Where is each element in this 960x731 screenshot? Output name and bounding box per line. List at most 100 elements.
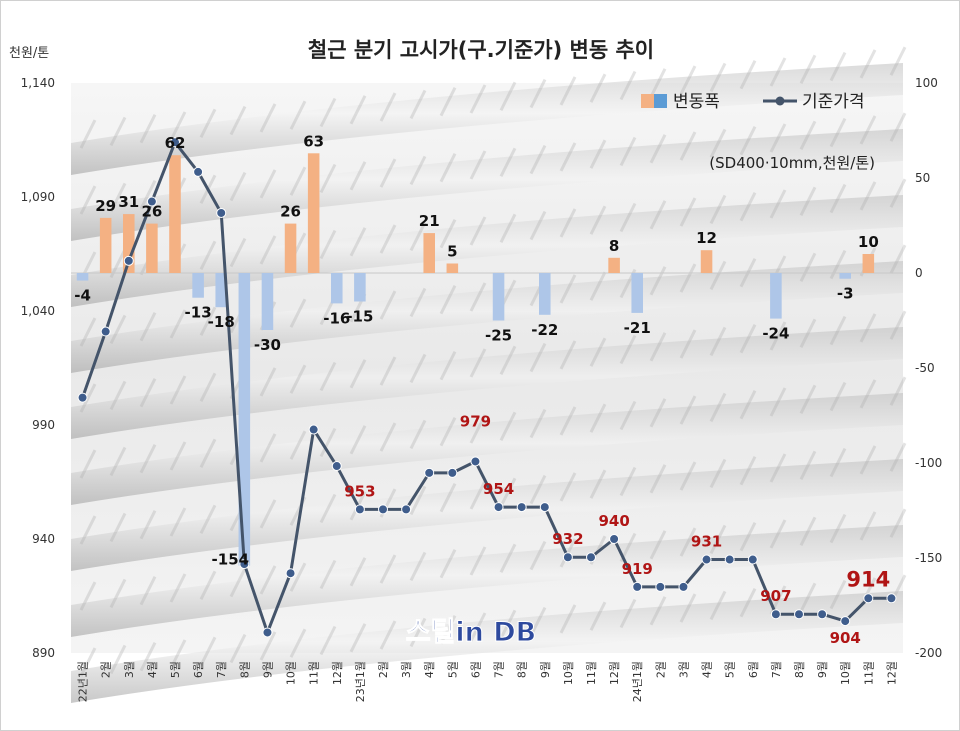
price-point <box>100 326 111 337</box>
line-data-label: 907 <box>760 587 791 605</box>
bar-data-label: 5 <box>447 243 457 261</box>
x-tick-label: 5월 <box>169 661 182 678</box>
bar-data-label: -16 <box>323 309 350 327</box>
rebar-rib <box>769 189 787 219</box>
x-tick-label: 9월 <box>816 661 829 678</box>
rebar-background-image <box>71 46 907 703</box>
rebar-rib <box>829 513 847 544</box>
x-tick-label: 5월 <box>446 661 459 678</box>
price-point <box>216 207 227 218</box>
rebar-rib <box>409 551 427 582</box>
left-tick-label: 1,040 <box>21 304 55 318</box>
rebar-rib <box>769 453 787 483</box>
rebar-rib <box>469 348 487 378</box>
rebar-rib <box>529 540 547 571</box>
rebar-rib <box>709 326 727 357</box>
price-point <box>239 559 250 570</box>
rebar-rib <box>589 73 607 103</box>
rebar-rib <box>589 403 607 433</box>
x-tick-label: 6월 <box>747 661 760 678</box>
price-point <box>447 467 458 478</box>
rebar-rib <box>769 123 787 153</box>
bar <box>631 273 643 313</box>
x-tick-label: 4월 <box>423 661 436 678</box>
x-tick-label: 7월 <box>215 661 228 678</box>
rebar-rib <box>229 633 247 664</box>
rebar-rib <box>619 400 637 431</box>
rebar-rib <box>439 417 457 447</box>
rebar-rib <box>889 244 907 274</box>
rebar-rib <box>829 249 847 280</box>
rebar-rib <box>769 387 787 417</box>
rebar-rib <box>109 314 127 345</box>
rebar-rib <box>799 186 817 216</box>
rebar-rib <box>739 324 757 354</box>
rebar-rib <box>169 507 187 537</box>
rebar-stripe <box>71 129 903 241</box>
rebar-rib <box>469 282 487 312</box>
line-data-label: 979 <box>460 412 491 430</box>
rebar-rib <box>709 128 727 159</box>
bar <box>169 155 181 273</box>
price-point <box>539 502 550 513</box>
legend-label-change: 변동폭 <box>673 92 720 112</box>
rebar-rib <box>409 419 427 450</box>
x-tick-label: 6월 <box>469 661 482 678</box>
rebar-rib <box>499 609 517 639</box>
rebar-rib <box>649 398 667 428</box>
rebar-rib <box>439 285 457 315</box>
bar <box>539 273 551 315</box>
rebar-rib <box>619 598 637 629</box>
rebar-rib <box>199 240 217 270</box>
rebar-rib <box>739 126 757 156</box>
rebar-rib <box>589 469 607 499</box>
rebar-rib <box>589 601 607 631</box>
rebar-rib <box>889 376 907 406</box>
x-axis: 22년1월 2월 3월 4월 5월 6월 7월 8월 9월 10월 11월 12월 23년1월 2월 3월 4… <box>77 661 899 702</box>
rebar-rib <box>529 606 547 637</box>
rebar-rib <box>79 647 97 677</box>
rebar-rib <box>439 153 457 183</box>
rebar-stripe <box>71 393 903 505</box>
bar <box>284 223 297 273</box>
bar-data-label: -21 <box>624 319 651 337</box>
rebar-rib <box>529 474 547 505</box>
bar <box>215 273 227 308</box>
price-point <box>146 196 157 207</box>
x-tick-label: 23년1월 <box>354 661 367 702</box>
rebar-rib <box>739 588 757 618</box>
x-tick-label: 8월 <box>238 661 251 678</box>
rebar-rib <box>829 117 847 148</box>
x-tick-label: 4월 <box>146 661 159 678</box>
rebar-rib <box>379 290 397 320</box>
rebar-rib <box>109 182 127 213</box>
rebar-rib <box>319 361 337 392</box>
rebar-rib <box>289 562 307 592</box>
price-point <box>586 552 596 563</box>
rebar-rib <box>589 205 607 235</box>
rebar-rib <box>559 472 577 502</box>
rebar-rib <box>349 623 367 653</box>
rebar-rib <box>799 384 817 414</box>
rebar-rib <box>289 430 307 460</box>
left-tick-label: 990 <box>32 418 55 432</box>
rebar-rib <box>319 493 337 524</box>
rebar-rib <box>769 57 787 87</box>
left-axis-unit: 천원/톤 <box>9 46 49 61</box>
rebar-rib <box>559 208 577 238</box>
rebar-rib <box>709 194 727 225</box>
rebar-rib <box>799 120 817 150</box>
rebar-rib <box>469 84 487 114</box>
rebar-rib <box>559 406 577 436</box>
bar-data-label: -13 <box>185 304 212 322</box>
rebar-rib <box>829 315 847 346</box>
rebar-rib <box>709 458 727 489</box>
rebar-rib <box>109 644 127 675</box>
rebar-rib <box>469 480 487 510</box>
legend-swatch-bar-orange <box>641 94 654 108</box>
bar-data-label: 29 <box>95 197 116 215</box>
rebar-rib <box>379 158 397 188</box>
rebar-rib <box>439 483 457 513</box>
right-tick-label: -150 <box>915 551 942 565</box>
